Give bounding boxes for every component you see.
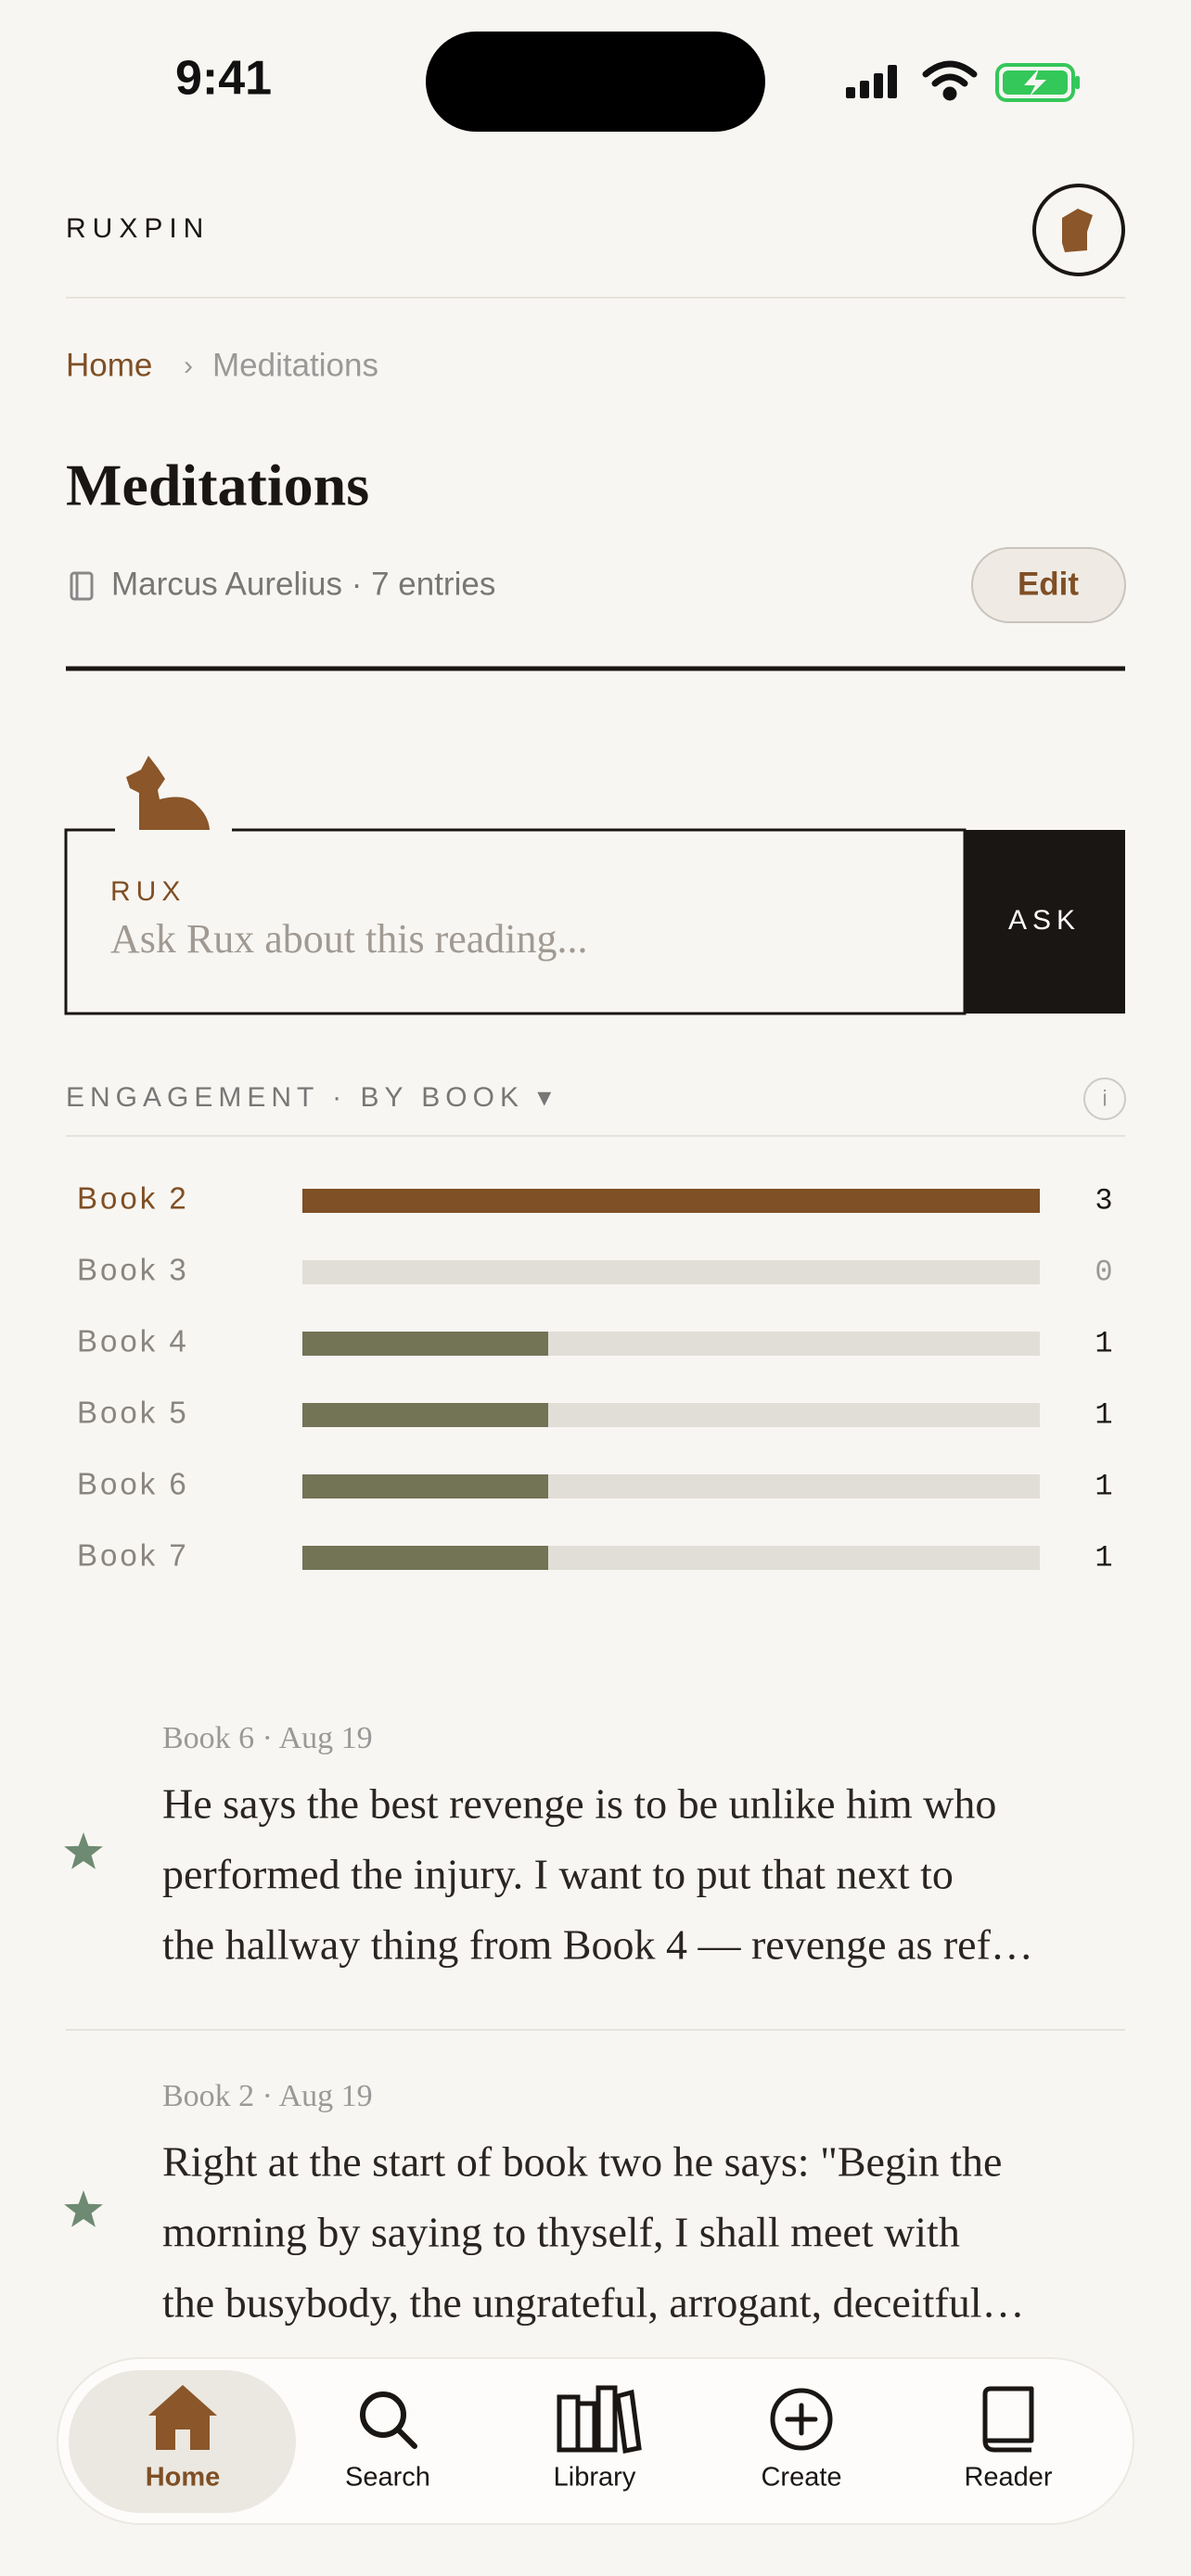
star-icon[interactable] [64,1832,103,1869]
tab-label[interactable]: Create [761,2463,841,2493]
bar-label: Book 6 [77,1467,189,1501]
star-icon[interactable] [64,2190,103,2227]
bar-value: 0 [1095,1255,1112,1289]
breadcrumb-home[interactable]: Home [66,347,152,383]
bar-value: 1 [1095,1469,1112,1503]
engagement-title[interactable]: ENGAGEMENT · BY BOOK ▾ [66,1082,557,1113]
bar [302,1474,548,1498]
info-button[interactable] [1083,1078,1126,1120]
rux-label: RUX [110,876,186,907]
entry-meta: Book 2 · Aug 19 [162,2079,373,2113]
engagement-chart: Book 2 3 Book 3 0 Book 4 1 Book 5 1 Book 6 1 Book … [77,1181,1113,1575]
meta: Marcus Aurelius · 7 entries [111,566,495,602]
bar [302,1189,1040,1213]
search-icon [360,2391,417,2449]
bar-label: Book 5 [77,1396,189,1430]
entry-meta: Book 6 · Aug 19 [162,1721,373,1755]
edit-label: Edit [1018,566,1079,602]
bar-track [302,1260,1040,1284]
bar-value: 1 [1095,1540,1112,1575]
home-icon [148,2385,217,2450]
bar-label: Book 3 [77,1253,189,1287]
dynamic-island [426,32,765,132]
bar [302,1332,548,1356]
tab-label[interactable]: Library [554,2463,636,2493]
entry-text: the busybody, the ungrateful, arrogant, … [162,2279,1025,2327]
create-icon [770,2388,833,2451]
entry-text: performed the injury. I want to put that… [162,1851,954,1898]
entry-text: morning by saying to thyself, I shall me… [162,2209,960,2256]
tab-label[interactable]: Reader [964,2463,1052,2493]
entry-text: He says the best revenge is to be unlike… [162,1780,996,1828]
tab-label[interactable]: Search [345,2463,430,2493]
reader-icon [982,2386,1034,2453]
breadcrumb-current: Meditations [212,347,378,383]
status-time: 9:41 [175,52,272,106]
signal-icon [846,65,897,98]
book-icon [70,571,94,601]
edit-button[interactable] [971,547,1126,623]
bar-label: Book 2 [77,1181,189,1216]
bar [302,1403,548,1427]
bar [302,1546,548,1570]
ask-label: ASK [1008,905,1081,936]
bar-value: 3 [1095,1183,1112,1218]
info-label: i [1102,1086,1107,1111]
brand: RUXPIN [66,213,210,244]
avatar-icon [1062,209,1093,252]
rux-placeholder: Ask Rux about this reading... [110,916,588,962]
entry-text: Right at the start of book two he says: … [162,2138,1002,2186]
bar-value: 1 [1095,1326,1112,1360]
battery-icon [995,63,1080,102]
tab-labels: Home Search Library Create Reader [146,2463,1053,2493]
entry-list: Book 6 · Aug 19 He says the best revenge … [64,1721,1125,2327]
bar-value: 1 [1095,1397,1112,1432]
library-icon [557,2385,642,2454]
bar-label: Book 7 [77,1538,189,1573]
wifi-icon [922,60,978,101]
tab-label[interactable]: Home [146,2463,221,2493]
rux-input[interactable] [64,828,967,1015]
bar-label: Book 4 [77,1324,189,1358]
entry-text: the hallway thing from Book 4 — revenge … [162,1921,1033,1969]
ask-button[interactable] [965,830,1125,1014]
breadcrumb-separator: › [184,351,193,381]
page-title: Meditations [66,453,369,518]
dog-icon [126,756,210,830]
